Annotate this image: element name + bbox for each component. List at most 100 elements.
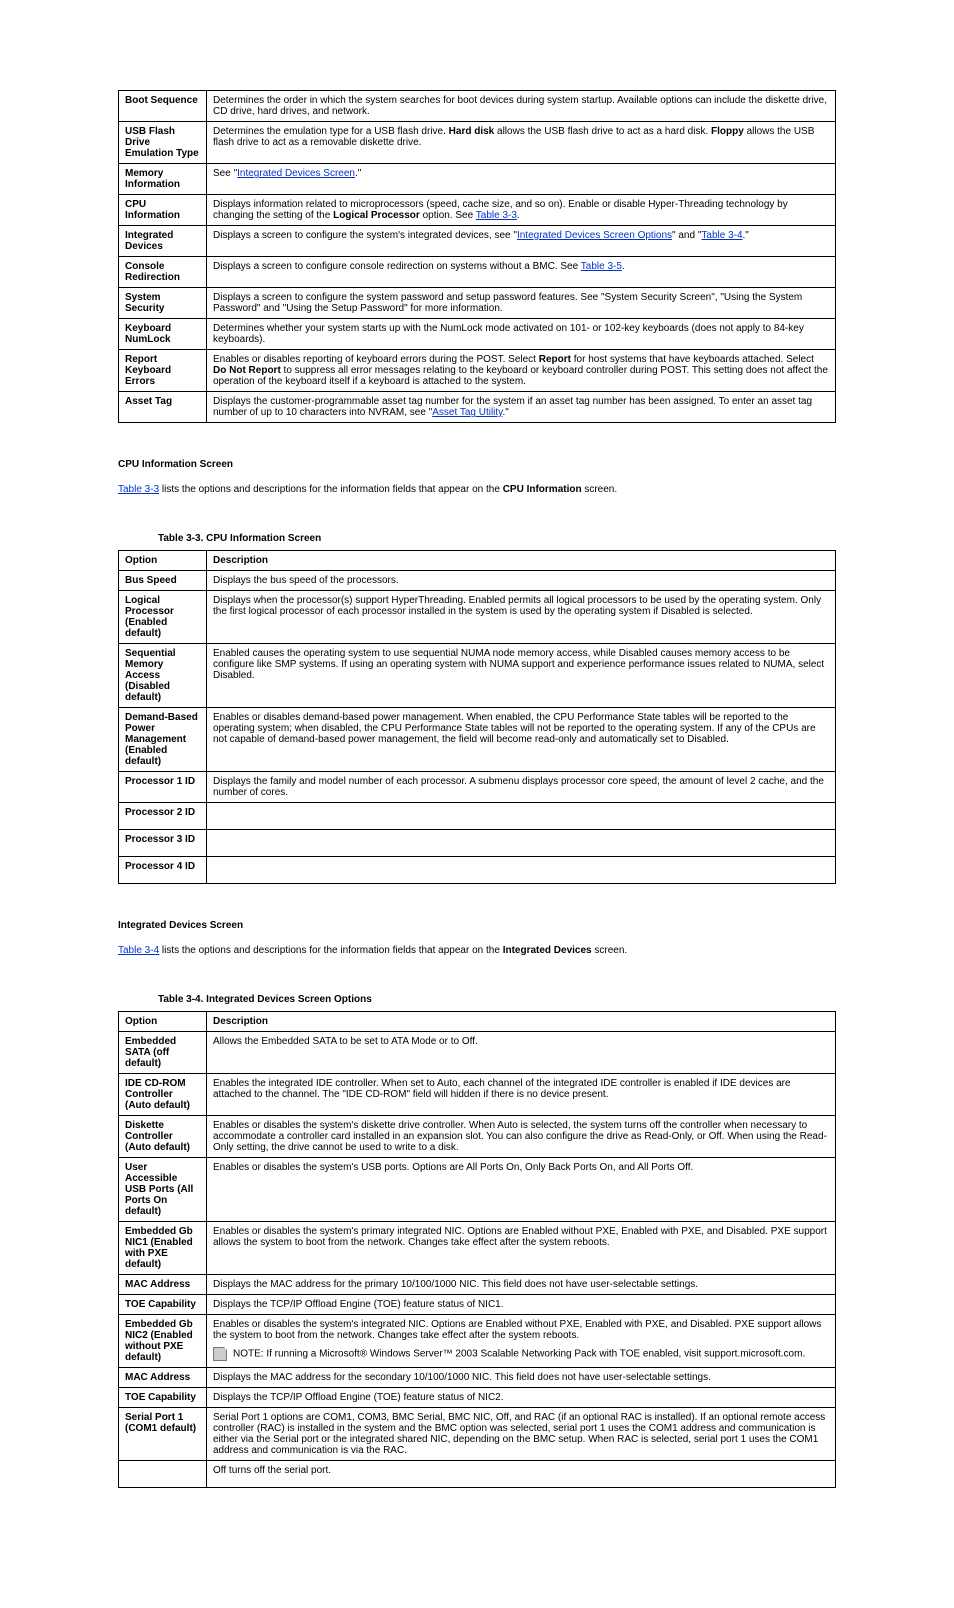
- cell-opt: Processor 3 ID: [125, 834, 195, 845]
- cell-desc: Displays the bus speed of the processors…: [207, 571, 836, 591]
- table-row: MAC Address Displays the MAC address for…: [119, 1368, 836, 1388]
- t: screen.: [592, 945, 628, 956]
- table-header-row: Option Description: [119, 1012, 836, 1032]
- cell-desc: Serial Port 1 options are COM1, COM3, BM…: [207, 1408, 836, 1461]
- t: Floppy: [711, 126, 744, 137]
- cell-opt: Console Redirection: [125, 261, 180, 283]
- cell-desc: Displays the MAC address for the seconda…: [207, 1368, 836, 1388]
- t: Do Not Report: [213, 365, 281, 376]
- table-row: User Accessible USB Ports (All Ports On …: [119, 1158, 836, 1222]
- t: .": [502, 407, 508, 418]
- cell-opt: MAC Address: [125, 1372, 190, 1383]
- link-integrated-devices[interactable]: Integrated Devices Screen: [237, 168, 355, 179]
- th-description: Description: [207, 551, 836, 571]
- link-table-3-4-b[interactable]: Table 3-4: [118, 945, 159, 956]
- caption-table-3-4: Table 3-4. Integrated Devices Screen Opt…: [118, 994, 836, 1005]
- t: for host systems that have keyboards att…: [571, 354, 814, 365]
- cell-desc: Determines the emulation type for a USB …: [207, 122, 836, 164]
- table-row: Demand-Based Power Management (Enabled d…: [119, 708, 836, 772]
- cell-desc: Displays the family and model number of …: [207, 772, 836, 803]
- link-integrated-options[interactable]: Integrated Devices Screen Options: [517, 230, 672, 241]
- t: Displays a screen to configure the syste…: [213, 230, 517, 241]
- table-row: TOE Capability Displays the TCP/IP Offlo…: [119, 1388, 836, 1408]
- t: Report: [539, 354, 571, 365]
- table-row: Sequential Memory Access (Disabled defau…: [119, 644, 836, 708]
- th-option: Option: [119, 551, 207, 571]
- table-row: Embedded Gb NIC1 (Enabled with PXE defau…: [119, 1222, 836, 1275]
- heading-cpu-info: CPU Information Screen: [118, 459, 233, 470]
- section-cpu-heading: CPU Information Screen: [118, 457, 836, 472]
- cell-desc: Displays the customer-programmable asset…: [207, 392, 836, 423]
- cell-desc: See "Integrated Devices Screen.": [207, 164, 836, 195]
- cell-opt: TOE Capability: [125, 1299, 196, 1310]
- cell-desc: [207, 857, 836, 884]
- cell-opt: Serial Port 1 (COM1 default): [125, 1412, 196, 1434]
- table-row: Memory Information See "Integrated Devic…: [119, 164, 836, 195]
- t: screen.: [582, 484, 618, 495]
- table-row: Report Keyboard Errors Enables or disabl…: [119, 350, 836, 392]
- table-row: Serial Port 1 (COM1 default) Serial Port…: [119, 1408, 836, 1461]
- section-dev-heading: Integrated Devices Screen: [118, 918, 836, 933]
- cell-opt: Embedded Gb NIC1 (Enabled with PXE defau…: [125, 1226, 193, 1270]
- page: Boot Sequence Determines the order in wh…: [0, 0, 954, 1608]
- note-text: NOTE: If running a Microsoft® Windows Se…: [233, 1349, 805, 1360]
- table-row: Integrated Devices Displays a screen to …: [119, 226, 836, 257]
- t: CPU Information: [503, 484, 582, 495]
- link-asset-tag[interactable]: Asset Tag Utility: [432, 407, 502, 418]
- table-row: Processor 3 ID: [119, 830, 836, 857]
- link-table-3-3[interactable]: Table 3-3: [476, 210, 517, 221]
- cell-opt: Asset Tag: [125, 396, 172, 407]
- cell-opt: Embedded SATA (off default): [125, 1036, 176, 1069]
- t: Determines the emulation type for a USB …: [213, 126, 449, 137]
- cell-opt: Bus Speed: [125, 575, 177, 586]
- cell-opt: Memory Information: [125, 168, 180, 190]
- t: .: [622, 261, 625, 272]
- link-table-3-5[interactable]: Table 3-5: [581, 261, 622, 272]
- t: -4. Integrated Devices Screen Options: [192, 994, 372, 1005]
- cell-opt: Report Keyboard Errors: [125, 354, 171, 387]
- cell-desc: Displays a screen to configure the syste…: [207, 288, 836, 319]
- table-row: MAC Address Displays the MAC address for…: [119, 1275, 836, 1295]
- link-table-3-4[interactable]: Table 3-4: [701, 230, 742, 241]
- heading-integrated-devices: Integrated Devices Screen: [118, 920, 243, 931]
- t: Integrated Devices: [503, 945, 592, 956]
- table-header-row: Option Description: [119, 551, 836, 571]
- cell-opt: Logical Processor (Enabled default): [125, 595, 174, 639]
- cell-desc: Displays the TCP/IP Offload Engine (TOE)…: [207, 1388, 836, 1408]
- t: Displays the customer-programmable asset…: [213, 396, 812, 418]
- t: lists the options and descriptions for t…: [159, 945, 503, 956]
- cell-desc: Allows the Embedded SATA to be set to AT…: [207, 1032, 836, 1074]
- table-row: USB Flash Drive Emulation Type Determine…: [119, 122, 836, 164]
- cell-desc: Enables or disables the system's USB por…: [207, 1158, 836, 1222]
- cell-desc: Determines whether your system starts up…: [207, 319, 836, 350]
- cell-opt: User Accessible USB Ports (All Ports On …: [125, 1162, 193, 1217]
- cell-opt: Integrated Devices: [125, 230, 173, 252]
- cell-desc: [207, 830, 836, 857]
- t: .": [355, 168, 361, 179]
- table-row: Keyboard NumLock Determines whether your…: [119, 319, 836, 350]
- cell-opt: System Security: [125, 292, 164, 314]
- t: Logical Processor: [333, 210, 420, 221]
- table-row: Boot Sequence Determines the order in wh…: [119, 91, 836, 122]
- t: .": [743, 230, 749, 241]
- table-row: Embedded Gb NIC2 (Enabled without PXE de…: [119, 1315, 836, 1368]
- cell-desc: Displays when the processor(s) support H…: [207, 591, 836, 644]
- t: allows the USB flash drive to act as a h…: [494, 126, 711, 137]
- table-row: System Security Displays a screen to con…: [119, 288, 836, 319]
- t: Enables or disables reporting of keyboar…: [213, 354, 539, 365]
- table-row: Bus Speed Displays the bus speed of the …: [119, 571, 836, 591]
- th-description: Description: [207, 1012, 836, 1032]
- cell-opt: Sequential Memory Access (Disabled defau…: [125, 648, 176, 703]
- cell-opt: TOE Capability: [125, 1392, 196, 1403]
- table-row: Processor 2 ID: [119, 803, 836, 830]
- cell-desc: Displays information related to micropro…: [207, 195, 836, 226]
- cell-opt: Keyboard NumLock: [125, 323, 171, 345]
- th-option: Option: [119, 1012, 207, 1032]
- t: option. See: [420, 210, 476, 221]
- table-row: Logical Processor (Enabled default) Disp…: [119, 591, 836, 644]
- table-row: Embedded SATA (off default) Allows the E…: [119, 1032, 836, 1074]
- cell-opt: USB Flash Drive Emulation Type: [125, 126, 199, 159]
- t: Hard disk: [449, 126, 495, 137]
- link-table-3-3-b[interactable]: Table 3-3: [118, 484, 159, 495]
- cell-desc: Enables or disables demand-based power m…: [207, 708, 836, 772]
